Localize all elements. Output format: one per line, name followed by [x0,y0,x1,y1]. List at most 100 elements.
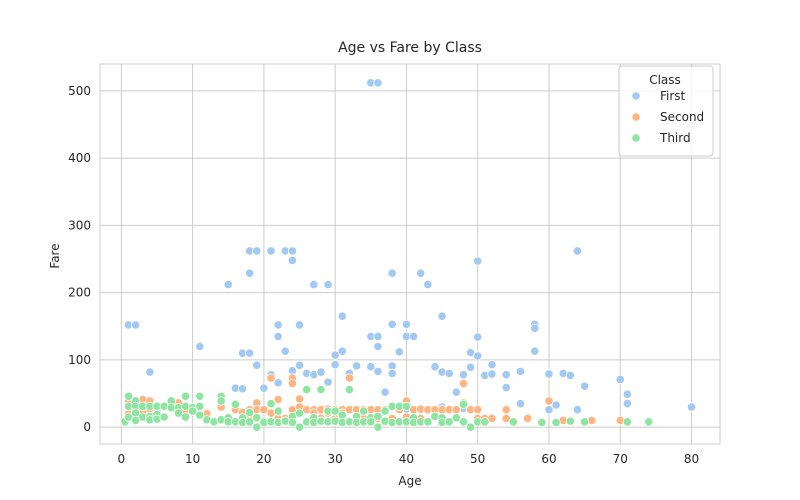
data-point [287,417,298,428]
data-point [522,413,533,424]
y-tick-label: 300 [68,218,91,232]
data-point [252,246,262,256]
data-point [473,332,483,342]
data-point [373,411,383,422]
data-point [622,399,632,409]
data-point [294,394,305,404]
data-point [223,280,233,290]
data-point [465,422,476,432]
data-point [230,399,241,409]
data-point [287,255,298,265]
data-point [180,412,191,422]
data-point [252,360,262,370]
data-point [330,360,340,370]
legend: Class First Second Third [618,65,714,157]
x-tick-label: 70 [613,452,628,466]
data-point [644,417,654,427]
data-point [544,396,554,406]
data-point [237,384,248,394]
data-point [216,396,226,406]
data-point [551,400,561,410]
data-point [373,331,383,341]
y-axis-label: Fare [48,243,62,268]
data-point [351,361,362,371]
data-point [316,367,326,377]
data-point [344,373,355,383]
data-point [337,346,347,356]
data-point [294,360,305,370]
data-point [544,405,554,415]
x-tick-label: 10 [185,452,200,466]
data-point [245,407,255,417]
data-point [579,381,590,391]
data-point [195,401,205,411]
data-point [287,246,298,256]
x-axis-label: Age [398,474,421,488]
y-tick-labels: 0 100 200 300 400 500 [68,84,91,434]
x-tick-label: 40 [399,452,414,466]
data-point [273,331,283,341]
data-point [195,341,205,352]
data-point [330,350,340,360]
data-point [344,384,355,395]
data-point [473,351,483,361]
data-point [123,391,134,401]
data-point [323,280,333,290]
data-point [323,377,333,387]
data-point [330,406,340,416]
legend-label: First [660,89,686,103]
y-tick-label: 100 [68,353,91,367]
data-point [294,408,305,418]
data-point [423,280,433,290]
data-point [430,362,440,372]
data-point [437,311,447,321]
data-point [615,374,625,385]
legend-marker [631,112,641,122]
data-point [501,382,511,393]
data-point [145,367,155,377]
data-point [337,311,347,321]
data-point [487,360,497,370]
legend-label: Second [660,110,704,124]
legend-marker [631,91,641,101]
data-point [294,422,305,432]
data-point [394,347,404,357]
data-point [458,417,469,427]
data-point [458,378,469,389]
x-tick-label: 60 [541,452,556,466]
data-points [120,78,697,432]
x-tick-label: 80 [684,452,699,466]
data-point [622,417,632,427]
y-tick-label: 200 [68,286,91,300]
data-point [537,417,547,428]
data-point [508,417,518,427]
data-point [473,405,483,415]
data-point [572,246,583,256]
data-point [245,268,255,278]
data-point [373,78,383,88]
data-point [458,370,469,380]
data-point [273,378,283,388]
legend-title: Class [649,73,681,87]
data-point [373,341,383,352]
x-tick-label: 0 [118,452,126,466]
data-point [465,362,476,372]
y-tick-label: 400 [68,151,91,165]
data-point [544,369,554,379]
data-point [473,256,483,266]
data-point [180,391,191,401]
series-third [120,384,654,432]
data-point [501,405,511,415]
chart-title: Age vs Fare by Class [338,40,482,56]
data-point [480,417,490,427]
data-point [423,417,433,427]
data-point [565,370,575,380]
data-point [444,368,454,378]
x-tick-labels: 0 10 20 30 40 50 60 70 80 [118,452,700,466]
data-point [373,366,383,376]
data-point [266,399,276,409]
data-point [266,246,276,256]
data-point [622,389,632,399]
data-point [380,387,390,397]
